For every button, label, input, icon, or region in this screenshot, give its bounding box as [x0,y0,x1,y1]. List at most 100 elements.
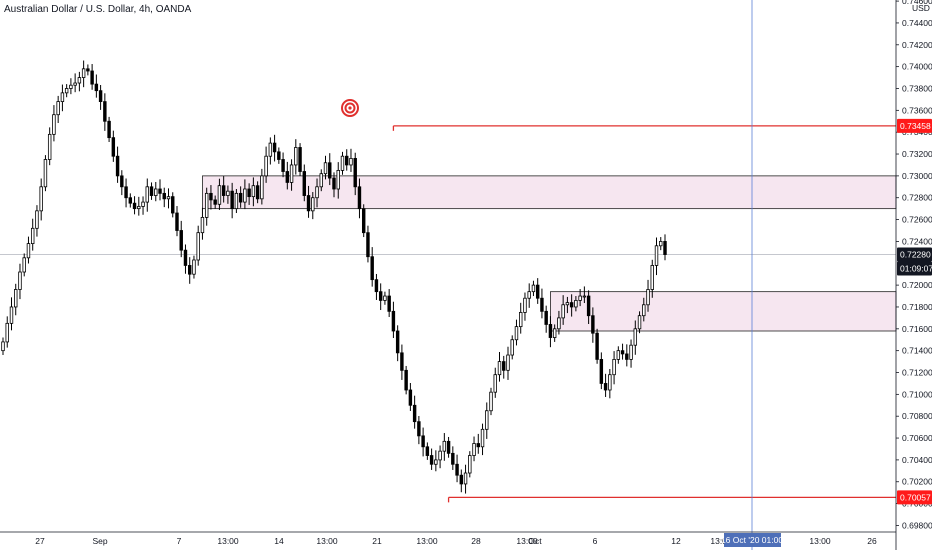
candle [642,297,646,322]
price-tick-label: 0.70400 [902,455,932,465]
candle [548,316,553,348]
candle [158,179,162,201]
candle [336,162,340,199]
candle [238,186,243,208]
candle [315,178,319,208]
candle [540,288,544,319]
candle [374,273,379,300]
time-tick-label: 12 [671,536,681,546]
candle [323,155,328,180]
candle [565,296,570,314]
time-tick-label: 7 [177,536,182,546]
zone-rectangle[interactable] [550,291,897,332]
candle [353,152,357,196]
candle [213,195,217,209]
candle [243,179,247,210]
time-tick-label: 13:00 [710,536,732,546]
candle [485,402,489,439]
candle [421,427,425,457]
candle [578,289,582,307]
time-tick-label: 13:00 [316,536,338,546]
candle [311,192,315,220]
price-tag [897,247,932,262]
candle [612,351,616,385]
candle [378,283,383,311]
time-tick-label: 14 [274,536,284,546]
candle [294,139,298,175]
candle [387,289,391,318]
candle [480,423,485,456]
time-tick-label: 6 [593,536,598,546]
price-tick-label: 0.74200 [902,40,932,50]
candle [629,339,633,368]
price-tick-label: 0.73800 [902,83,932,93]
candle [64,84,69,98]
candle [52,105,56,142]
candle [502,355,506,379]
candle [145,178,149,212]
candle [281,152,285,178]
candle [111,130,116,162]
price-tick-label: 0.71200 [902,368,932,378]
price-tag [897,490,932,505]
candle [268,137,273,165]
candle [442,433,447,461]
candle [103,93,107,131]
candle [366,225,370,263]
candle [306,185,311,218]
candle [120,170,124,196]
candle [192,255,196,279]
zone-rectangle[interactable] [202,175,897,210]
price-tick-label: 0.71800 [902,302,932,312]
candle [654,237,659,276]
price-tick-label: 0.73000 [902,171,932,181]
candle [14,283,18,316]
price-tick-label: 0.69800 [902,520,932,530]
candle [196,225,200,266]
candle [9,297,14,331]
candle [73,73,77,93]
candle [383,291,387,305]
candle [574,296,578,312]
candle [171,192,175,218]
candle [221,176,226,203]
candle [616,346,621,364]
candle [149,182,154,200]
candle [204,187,209,226]
price-axis[interactable]: 0.74600 0.74400 0.74200 0.74000 0.73800 0.736… [895,0,932,550]
price-tick-label: 0.73600 [902,105,932,115]
candle [476,433,480,454]
price-tag [897,261,932,276]
price-tick-label: 0.72800 [902,193,932,203]
candle [272,134,277,162]
candle [510,335,514,360]
candle [493,367,497,398]
candle [188,257,192,284]
time-tick-label: 13:00 [416,536,438,546]
candle [69,78,73,95]
candle [141,196,145,215]
candle [395,325,400,362]
candle [285,161,290,190]
candle [302,164,307,202]
price-tick-label: 0.71000 [902,389,932,399]
candle [361,204,366,238]
candle [497,351,502,382]
candle [523,292,527,321]
candle [557,310,561,335]
candle [603,373,608,397]
candle [370,247,374,287]
candle [94,74,99,98]
candle [451,446,455,470]
candle [412,395,417,429]
time-tick-label: 27 [35,536,45,546]
price-tick-label: 0.71600 [902,324,932,334]
price-tag-label: 0.72280 [900,250,931,260]
candle [646,279,650,312]
candle [459,469,464,493]
candle [328,153,332,186]
horizontal-levels [392,125,896,503]
candle [434,450,438,472]
